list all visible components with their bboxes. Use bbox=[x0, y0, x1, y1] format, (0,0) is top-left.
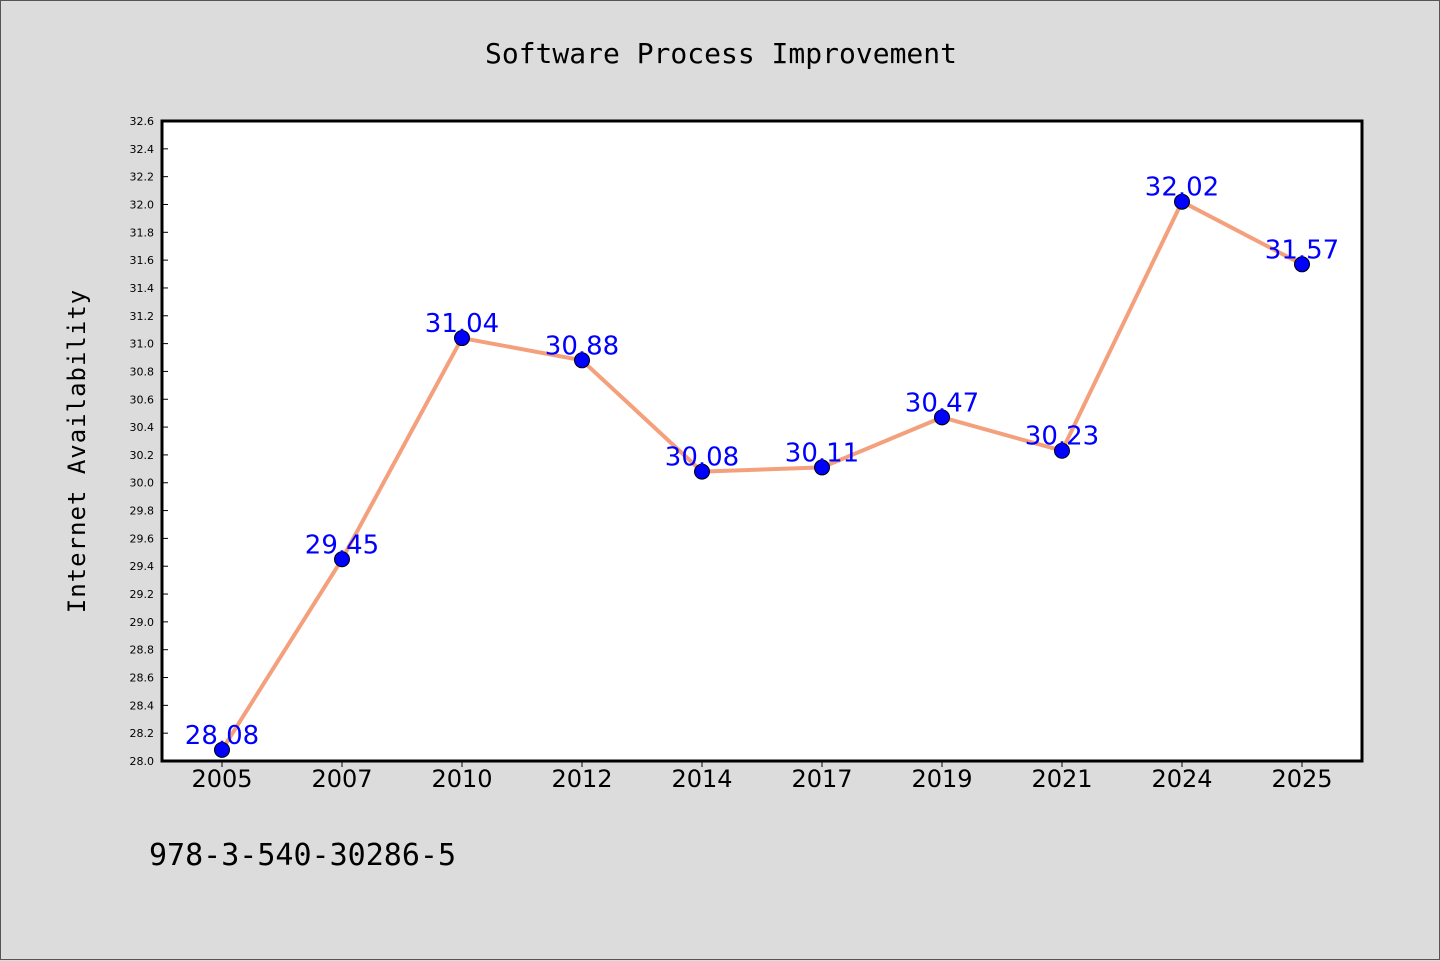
series-line-path bbox=[220, 199, 1303, 751]
data-point bbox=[814, 459, 830, 476]
x-tick-label: 2017 bbox=[791, 765, 852, 793]
y-tick-label: 29.8 bbox=[130, 505, 155, 518]
y-tick-label: 30.8 bbox=[130, 365, 155, 378]
data-point bbox=[334, 551, 350, 568]
data-point bbox=[1054, 442, 1070, 459]
x-tick-label: 2005 bbox=[191, 765, 252, 793]
data-point bbox=[214, 741, 230, 758]
y-tick-label: 28.6 bbox=[130, 672, 155, 685]
y-tick-label: 31.4 bbox=[130, 282, 155, 295]
data-label: 30.11 bbox=[785, 438, 859, 468]
data-label: 30.08 bbox=[665, 443, 739, 473]
y-tick-label: 30.4 bbox=[130, 421, 155, 434]
y-tick-label: 28.8 bbox=[130, 644, 155, 657]
y-axis-label: Internet Availability bbox=[63, 289, 91, 613]
data-label: 30.88 bbox=[545, 331, 619, 361]
y-tick-label: 31.8 bbox=[130, 226, 155, 239]
data-label: 32.02 bbox=[1145, 173, 1219, 203]
y-tick-label: 32.2 bbox=[130, 171, 155, 184]
x-tick-label: 2019 bbox=[911, 765, 972, 793]
x-tick-label: 2025 bbox=[1271, 765, 1332, 793]
x-tick-label: 2021 bbox=[1031, 765, 1092, 793]
data-label: 28.08 bbox=[185, 721, 259, 751]
data-point bbox=[1174, 193, 1190, 210]
y-tick-label: 30.2 bbox=[130, 449, 155, 462]
y-tick-label: 30.0 bbox=[130, 477, 155, 490]
y-tick-label: 29.0 bbox=[130, 616, 155, 629]
y-tick-label: 32.6 bbox=[130, 115, 155, 128]
x-axis: 2005 2007 2010 2012 2014 2017 2019 2021 2024 2025 bbox=[191, 761, 1333, 793]
y-tick-label: 31.2 bbox=[130, 310, 155, 323]
x-tick-label: 2024 bbox=[1151, 765, 1212, 793]
y-tick-label: 30.6 bbox=[130, 393, 155, 406]
x-tick-label: 2007 bbox=[311, 765, 372, 793]
y-tick-label: 29.4 bbox=[130, 560, 155, 573]
y-tick-label: 28.2 bbox=[130, 727, 155, 740]
data-label: 31.04 bbox=[425, 309, 499, 339]
data-point bbox=[934, 409, 950, 426]
data-point bbox=[694, 463, 710, 480]
y-tick-label: 31.6 bbox=[130, 254, 155, 267]
data-point bbox=[454, 330, 470, 347]
data-label: 30.23 bbox=[1025, 422, 1099, 452]
data-point bbox=[1294, 256, 1310, 273]
isbn-annotation: 978-3-540-30286-5 bbox=[149, 838, 456, 873]
y-axis: 28.0 28.2 28.4 28.6 28.8 29.0 29.2 29.4 29.6 29.8… bbox=[130, 115, 168, 768]
y-tick-label: 31.0 bbox=[130, 338, 155, 351]
series-line bbox=[214, 193, 1310, 758]
y-tick-label: 29.2 bbox=[130, 588, 155, 601]
plot-area bbox=[160, 119, 1364, 763]
data-label: 31.57 bbox=[1265, 235, 1339, 265]
y-tick-label: 29.6 bbox=[130, 532, 155, 545]
x-tick-label: 2010 bbox=[431, 765, 492, 793]
y-tick-label: 32.0 bbox=[130, 198, 155, 211]
y-tick-label: 28.4 bbox=[130, 699, 155, 712]
data-labels: 28.08 29.45 31.04 30.88 30.08 30.11 30.47 30.23… bbox=[185, 173, 1339, 751]
data-label: 29.45 bbox=[305, 530, 379, 560]
data-label: 30.47 bbox=[905, 388, 979, 418]
chart-title: Software Process Improvement bbox=[485, 37, 957, 70]
data-point bbox=[574, 352, 590, 369]
x-tick-label: 2012 bbox=[551, 765, 612, 793]
y-tick-label: 32.4 bbox=[130, 143, 155, 156]
x-tick-label: 2014 bbox=[671, 765, 732, 793]
y-tick-label: 28.0 bbox=[130, 755, 155, 768]
